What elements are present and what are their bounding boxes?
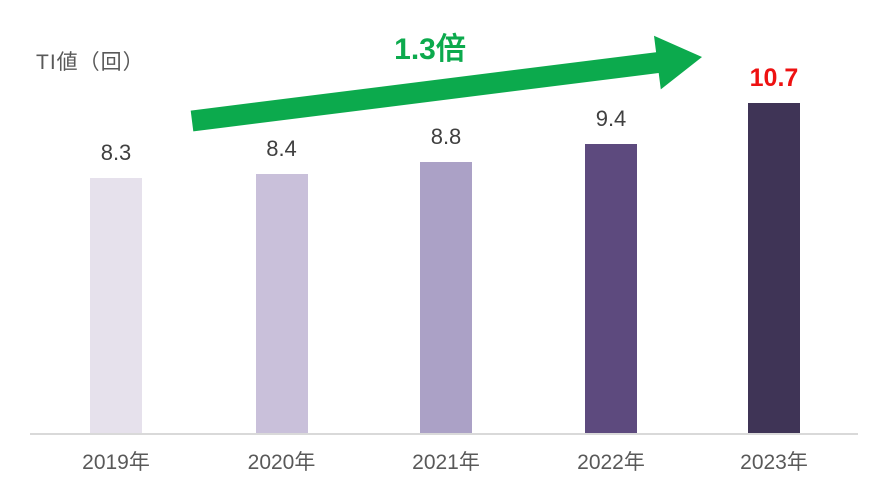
growth-annotation: 1.3倍 — [394, 33, 466, 66]
bar-value-label: 9.4 — [595, 106, 627, 131]
x-axis-label: 2022年 — [577, 451, 645, 474]
bar — [748, 103, 800, 434]
x-axis-label: 2021年 — [412, 451, 480, 474]
bar — [585, 144, 637, 434]
bar-value-label: 8.4 — [266, 136, 297, 161]
bar — [90, 178, 142, 434]
x-axis-label: 2023年 — [740, 451, 808, 474]
x-axis-label: 2020年 — [247, 451, 316, 474]
x-axis-line — [30, 433, 858, 435]
bar-value-label: 10.7 — [749, 64, 799, 92]
bar-value-label: 8.8 — [430, 124, 462, 149]
bar — [255, 174, 308, 434]
y-axis-title: TI値（回） — [36, 51, 145, 74]
bar-value-label: 8.3 — [100, 140, 132, 165]
x-axis-label: 2019年 — [82, 451, 150, 474]
bar — [420, 162, 472, 434]
